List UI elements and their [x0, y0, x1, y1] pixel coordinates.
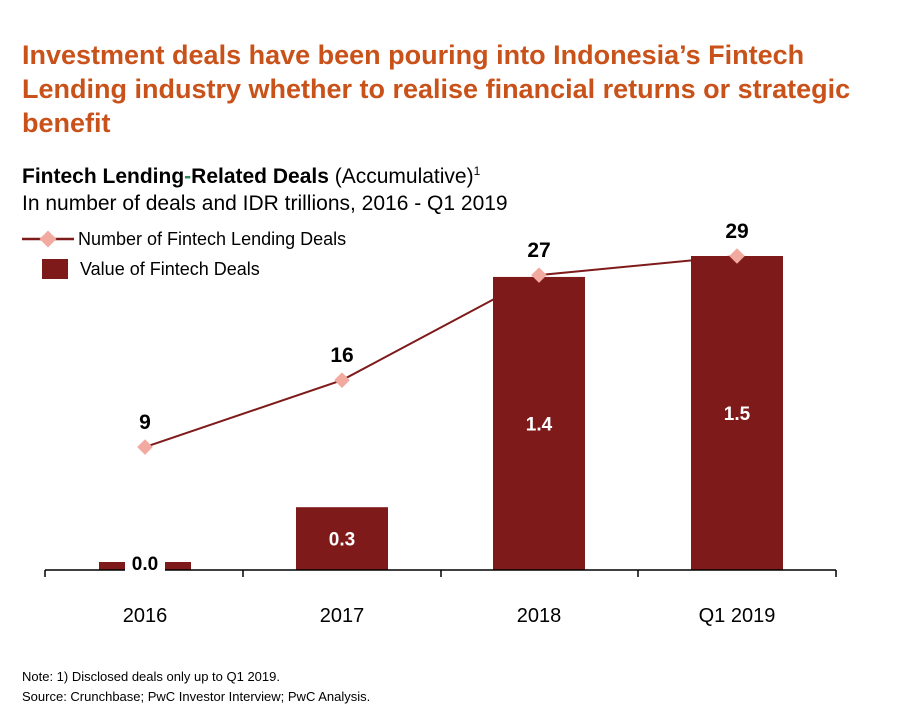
chart-title-block: Fintech Lending-Related Deals (Accumulat… [22, 163, 882, 217]
line-value-label: 29 [725, 220, 748, 243]
legend-item-line: Number of Fintech Lending Deals [22, 224, 346, 254]
bar-2018 [493, 276, 585, 570]
footnotes: Note: 1) Disclosed deals only up to Q1 2… [22, 667, 370, 707]
chart-title-dash: - [184, 165, 192, 188]
line-point-marker [137, 439, 153, 455]
legend-line-symbol [22, 230, 74, 248]
x-tick-label: Q1 2019 [699, 605, 776, 627]
bar-value-label: 0.0 [132, 554, 158, 575]
legend-label-line: Number of Fintech Lending Deals [78, 228, 347, 249]
legend: Number of Fintech Lending Deals Value of… [22, 224, 346, 284]
line-value-label: 16 [330, 344, 353, 367]
bar-q1-2019 [691, 256, 783, 570]
chart-title-bold-1: Fintech Lending [22, 165, 185, 188]
x-tick-label: 2018 [517, 605, 562, 627]
legend-bar-symbol [42, 259, 68, 279]
chart-title: Fintech Lending-Related Deals (Accumulat… [22, 163, 882, 191]
chart-title-footnote-mark: 1 [473, 164, 481, 178]
bar-2017 [296, 507, 388, 570]
x-tick-label: 2016 [123, 605, 168, 627]
legend-item-bar: Value of Fintech Deals [22, 254, 346, 284]
headline: Investment deals have been pouring into … [22, 40, 851, 138]
legend-label-bar: Value of Fintech Deals [80, 258, 260, 279]
x-tick-label: 2017 [320, 605, 365, 627]
chart-title-normal: (Accumulative) [328, 165, 474, 188]
chart-subtitle: In number of deals and IDR trillions, 20… [22, 192, 508, 215]
bar-value-label: 1.4 [526, 414, 553, 435]
line-point-marker [334, 372, 350, 388]
line-value-label: 9 [139, 411, 151, 434]
bar-value-label: 1.5 [724, 404, 751, 425]
line-value-label: 27 [527, 239, 550, 262]
footnote-source: Source: Crunchbase; PwC Investor Intervi… [22, 689, 371, 704]
footnote-note: Note: 1) Disclosed deals only up to Q1 2… [22, 669, 280, 684]
bar-label-bg-0 [125, 553, 165, 575]
chart-area: 0.0 0.3 1.4 1.5 9 16 27 29 2016 2017 2018 Q1 2019 [44, 220, 837, 627]
series-line-deals [144, 255, 738, 448]
bar-value-label: 0.3 [329, 530, 355, 551]
chart-title-bold-2: Related Deals [191, 165, 329, 188]
